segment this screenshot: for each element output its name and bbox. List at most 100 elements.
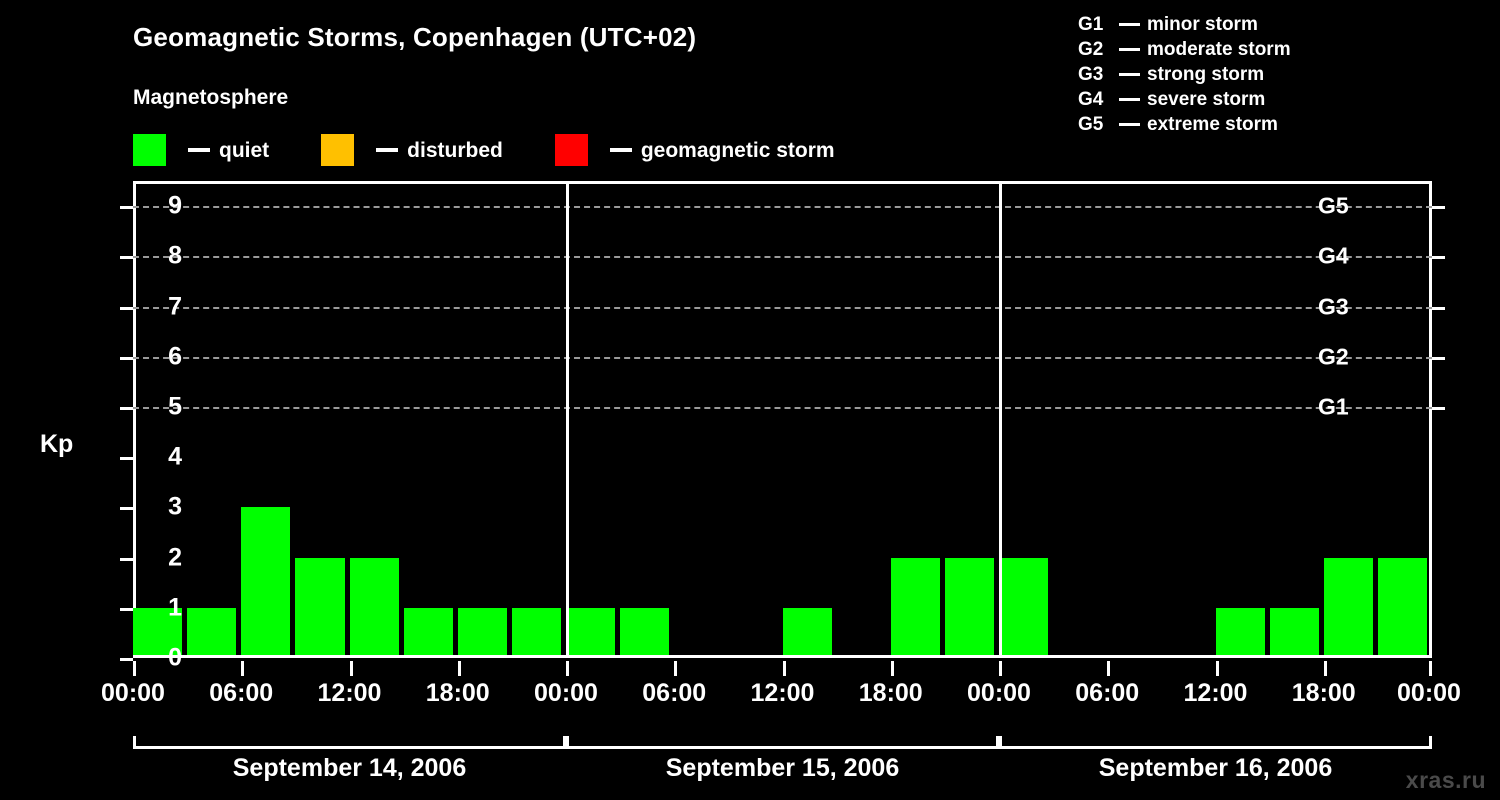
date-label: September 14, 2006 <box>232 754 467 782</box>
x-tick <box>999 661 1002 676</box>
legend-dash-icon <box>188 148 210 152</box>
g-tick-g1 <box>1432 406 1445 410</box>
x-tick <box>782 661 786 676</box>
g-tick-g2 <box>1432 356 1445 360</box>
bar <box>295 557 345 658</box>
x-tick-label: 00:00 <box>101 679 165 707</box>
g-key-dash-icon <box>1119 48 1140 51</box>
x-tick-label: 12:00 <box>317 679 382 707</box>
bar <box>1215 607 1265 658</box>
x-tick-label: 00:00 <box>534 679 598 707</box>
g-axis-label-g3: G3 <box>1318 293 1349 320</box>
x-tick <box>674 661 678 676</box>
x-tick <box>1323 661 1327 676</box>
y-tick-label-3: 3 <box>168 492 182 521</box>
g-axis-label-g2: G2 <box>1318 343 1349 370</box>
g-tick-g3 <box>1432 306 1445 310</box>
y-tick-label-7: 7 <box>168 292 182 321</box>
y-tick-0 <box>120 658 133 661</box>
x-tick-label: 06:00 <box>642 679 707 707</box>
x-tick <box>1429 661 1432 676</box>
bar <box>944 557 994 658</box>
g-axis-label-g1: G1 <box>1318 393 1349 420</box>
x-tick-label: 18:00 <box>425 679 490 707</box>
x-tick <box>133 661 136 676</box>
y-tick-3 <box>120 507 133 511</box>
date-brackets: September 14, 2006 September 15, 2006 Sept… <box>133 736 1432 796</box>
g-key-dash-icon <box>1119 73 1140 76</box>
legend-label: quiet <box>219 138 270 162</box>
legend-swatch-geomagnetic-storm <box>554 134 588 166</box>
gridline-kp-6 <box>133 356 1432 359</box>
bar <box>566 607 616 658</box>
legend-label: disturbed <box>407 138 503 162</box>
day-separator <box>566 181 569 658</box>
x-tick-label: 12:00 <box>1183 679 1248 707</box>
legend-swatch-disturbed <box>321 134 355 166</box>
page-title: Geomagnetic Storms, Copenhagen (UTC+02) <box>133 22 697 52</box>
bar <box>349 557 399 658</box>
legend-item-quiet: quiet <box>133 133 269 167</box>
x-tick <box>1215 661 1219 676</box>
x-tick <box>349 661 353 676</box>
g-key-dash-icon <box>1119 23 1140 26</box>
bar <box>1269 607 1319 658</box>
x-tick-label: 18:00 <box>1291 679 1356 707</box>
watermark: xras.ru <box>1405 767 1486 793</box>
g-axis-label-g5: G5 <box>1318 192 1349 219</box>
g-key-line-g5: G5 extreme storm <box>1078 112 1291 137</box>
g-axis-label-g4: G4 <box>1318 242 1349 269</box>
g-key-code: G5 <box>1078 114 1104 135</box>
legend-heading: Magnetosphere <box>133 86 289 109</box>
y-tick-1 <box>120 607 133 611</box>
g-key-line-g3: G3 strong storm <box>1078 62 1291 87</box>
g-key-dash-icon <box>1119 98 1140 101</box>
legend-item-disturbed: disturbed <box>321 133 503 167</box>
y-tick-label-4: 4 <box>168 442 182 471</box>
bar <box>782 607 832 658</box>
g-tick-g4 <box>1432 256 1445 260</box>
y-tick-label-2: 2 <box>168 543 182 572</box>
bar <box>133 607 183 658</box>
g-key-line-g4: G4 severe storm <box>1078 87 1291 112</box>
g-key-description: extreme storm <box>1147 114 1278 135</box>
y-tick-5 <box>120 406 133 410</box>
g-tick-g5 <box>1432 206 1445 210</box>
x-tick <box>566 661 569 676</box>
x-tick <box>890 661 894 676</box>
legend-dash-icon <box>376 148 399 152</box>
x-tick-label: 00:00 <box>1397 679 1461 707</box>
date-label: September 15, 2006 <box>665 754 900 782</box>
date-label: September 16, 2006 <box>1098 754 1333 782</box>
gridline-kp-9 <box>133 206 1432 209</box>
bar <box>187 607 237 658</box>
g-key-description: moderate storm <box>1147 39 1291 60</box>
g-scale-key: G1 minor storm G2 moderate storm G3 strong st… <box>1078 12 1291 137</box>
x-tick-label: 06:00 <box>209 679 274 707</box>
day-separator <box>999 181 1002 658</box>
legend-swatch-quiet <box>133 134 166 166</box>
bar <box>403 607 453 658</box>
bar <box>457 607 507 658</box>
gridline-kp-7 <box>133 306 1432 309</box>
legend: quiet disturbed geomagnetic storm <box>133 133 835 167</box>
bar <box>1377 557 1427 658</box>
y-tick-6 <box>120 356 133 360</box>
y-tick-8 <box>120 256 133 260</box>
g-key-code: G2 <box>1078 39 1104 60</box>
x-tick-label: 12:00 <box>750 679 815 707</box>
g-key-description: severe storm <box>1147 89 1266 110</box>
g-key-code: G1 <box>1078 14 1104 35</box>
y-tick-4 <box>120 457 133 461</box>
bar <box>890 557 940 658</box>
plot-area <box>120 181 1445 661</box>
bar <box>511 607 561 658</box>
x-tick <box>241 661 245 676</box>
x-tick <box>1107 661 1111 676</box>
g-key-code: G3 <box>1078 64 1104 85</box>
y-tick-9 <box>120 206 133 210</box>
y-tick-label-5: 5 <box>168 392 182 421</box>
y-tick-label-9: 9 <box>168 191 182 220</box>
g-key-description: strong storm <box>1147 64 1265 85</box>
